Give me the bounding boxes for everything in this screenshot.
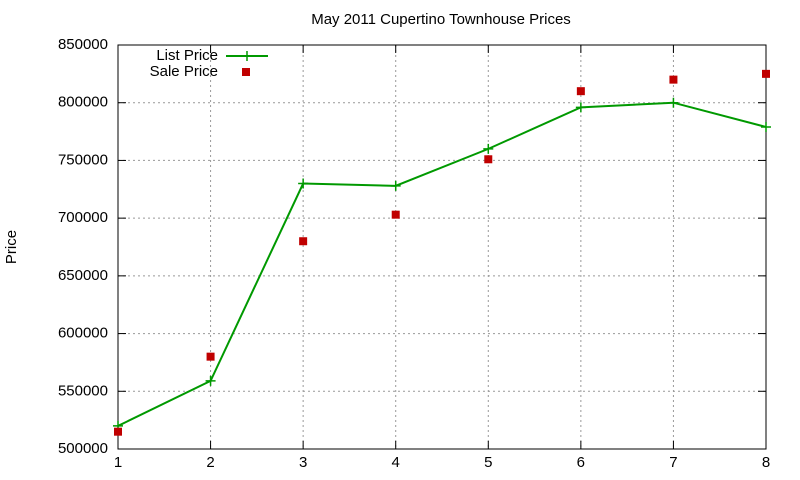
point-marker: [206, 352, 215, 361]
y-tick-label: 650000: [58, 267, 108, 284]
x-tick-label: 1: [114, 454, 122, 471]
x-tick-label: 6: [577, 454, 585, 471]
x-tick-label: 2: [206, 454, 214, 471]
point-marker: [576, 87, 585, 96]
y-tick-label: 600000: [58, 325, 108, 342]
point-marker: [205, 375, 216, 386]
y-axis-label: Price: [3, 230, 20, 264]
x-tick-label: 4: [392, 454, 400, 471]
y-tick-label: 700000: [58, 209, 108, 226]
point-marker: [668, 97, 679, 108]
point-marker: [483, 143, 494, 154]
legend-marker: [242, 68, 250, 76]
x-tick-label: 8: [762, 454, 770, 471]
legend-marker: [242, 51, 252, 61]
y-tick-label: 850000: [58, 36, 108, 53]
x-tick-label: 7: [669, 454, 677, 471]
legend-label: Sale Price: [150, 63, 218, 80]
x-tick-label: 3: [299, 454, 307, 471]
point-marker: [114, 427, 122, 436]
point-marker: [669, 75, 678, 84]
y-tick-label: 500000: [58, 440, 108, 457]
point-marker: [575, 102, 586, 113]
point-marker: [299, 237, 308, 246]
point-marker: [484, 155, 493, 164]
point-marker: [761, 121, 771, 132]
series-line: [117, 101, 767, 427]
legend-label: List Price: [156, 47, 218, 64]
y-tick-label: 750000: [58, 151, 108, 168]
plot-frame: [117, 44, 767, 450]
x-tick-label: 5: [484, 454, 492, 471]
y-tick-label: 550000: [58, 382, 108, 399]
point-marker: [298, 178, 309, 189]
point-marker: [390, 180, 401, 191]
point-marker: [762, 69, 770, 78]
point-marker: [391, 210, 400, 219]
chart-title: May 2011 Cupertino Townhouse Prices: [311, 11, 571, 28]
y-tick-label: 800000: [58, 94, 108, 111]
